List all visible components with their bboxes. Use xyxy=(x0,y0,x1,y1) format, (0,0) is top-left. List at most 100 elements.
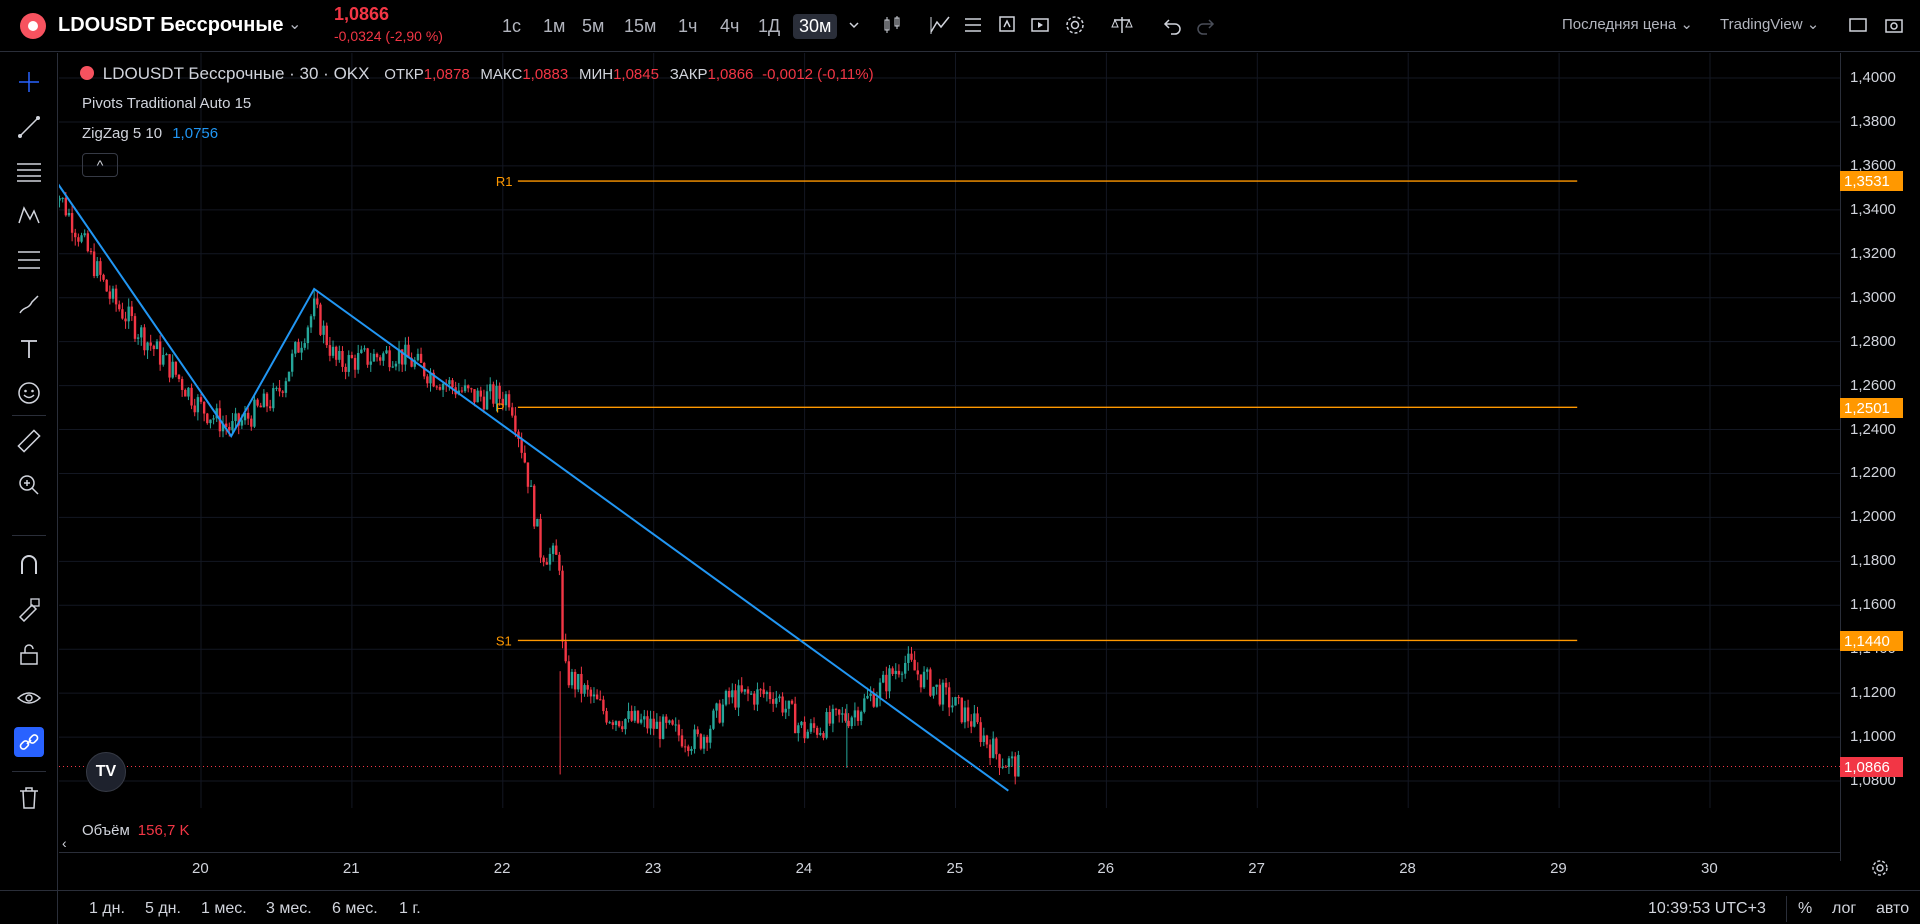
candle-body xyxy=(577,673,580,690)
candle-body xyxy=(819,733,822,735)
zoom-icon[interactable] xyxy=(14,470,44,500)
candle-body xyxy=(951,705,954,708)
magnet-icon[interactable] xyxy=(14,550,44,580)
range-1y[interactable]: 1 г. xyxy=(399,900,421,917)
range-3m[interactable]: 3 мес. xyxy=(266,900,312,917)
symbol-name[interactable]: LDOUSDT Бессрочные xyxy=(58,14,284,36)
candle-body xyxy=(998,754,1001,768)
brand-select[interactable]: TradingView ⌄ xyxy=(1720,15,1819,33)
redo-icon[interactable] xyxy=(1194,13,1218,37)
pivots-indicator-legend[interactable]: Pivots Traditional Auto 15 xyxy=(82,95,252,112)
candle-body xyxy=(492,384,495,404)
zigzag-indicator-legend[interactable]: ZigZag 5 10 1,0756 xyxy=(82,125,218,142)
templates-icon[interactable] xyxy=(961,13,985,37)
interval-1d[interactable]: 1Д xyxy=(758,16,781,36)
candle-body xyxy=(507,394,511,408)
indicators-icon[interactable] xyxy=(928,13,952,37)
lock-drawing-icon[interactable] xyxy=(14,594,44,624)
settings-icon[interactable] xyxy=(1063,13,1087,37)
candles-icon[interactable] xyxy=(880,13,904,37)
unlock-icon[interactable] xyxy=(14,639,44,669)
compare-icon[interactable] xyxy=(1110,13,1134,37)
candle-body xyxy=(847,720,850,727)
candle-body xyxy=(948,687,951,708)
range-6m[interactable]: 6 мес. xyxy=(332,900,378,917)
price-change: -0,0324 (-2,90 %) xyxy=(334,28,443,44)
candle-body xyxy=(250,418,253,427)
price-tick-label: 1,1600 xyxy=(1850,596,1896,614)
tradingview-logo-icon[interactable]: TV xyxy=(86,752,126,792)
candle-body xyxy=(555,545,558,555)
candle-body xyxy=(746,689,750,694)
percent-toggle[interactable]: % xyxy=(1798,900,1813,917)
legend-title[interactable]: LDOUSDT Бессрочные · 30 · OKX xyxy=(102,64,370,83)
candle-body xyxy=(718,703,721,723)
link-icon[interactable] xyxy=(14,727,44,757)
pattern-icon[interactable] xyxy=(14,201,44,231)
undo-icon[interactable] xyxy=(1160,13,1184,37)
candle-body xyxy=(614,721,618,725)
interval-15m[interactable]: 15м xyxy=(624,16,657,36)
trash-icon[interactable] xyxy=(14,783,44,813)
interval-1h[interactable]: 1ч xyxy=(678,16,698,36)
candle-body xyxy=(80,235,83,242)
candle-body xyxy=(533,485,536,527)
alert-icon[interactable] xyxy=(995,13,1019,37)
candle-body xyxy=(262,393,266,408)
low-label: МИН xyxy=(578,66,614,83)
range-5d[interactable]: 5 дн. xyxy=(145,900,181,917)
candle-body xyxy=(583,685,586,694)
range-1m[interactable]: 1 мес. xyxy=(201,900,247,917)
candle-body xyxy=(385,350,388,354)
candle-body xyxy=(272,388,275,409)
candle-body xyxy=(536,518,539,527)
candle-body xyxy=(190,387,193,406)
candle-body xyxy=(86,233,90,252)
text-icon[interactable] xyxy=(14,334,44,364)
candle-body xyxy=(350,355,354,358)
candle-body xyxy=(539,518,542,558)
candle-body xyxy=(121,309,124,319)
interval-4h[interactable]: 4ч xyxy=(720,16,740,36)
toolbar-collapse-chevron-icon[interactable]: ‹ xyxy=(62,835,67,851)
candle-body xyxy=(954,697,957,706)
clock-timezone[interactable]: 10:39:53 UTC+3 xyxy=(1648,900,1766,917)
axis-settings-icon[interactable] xyxy=(1870,858,1890,883)
interval-1m[interactable]: 1м xyxy=(543,16,566,36)
candle-body xyxy=(498,385,501,399)
price-scale[interactable] xyxy=(1840,53,1920,861)
price-chart[interactable]: R1 P S1 xyxy=(59,53,1840,808)
fib-icon[interactable] xyxy=(14,245,44,275)
replay-icon[interactable] xyxy=(1028,13,1052,37)
auto-toggle[interactable]: авто xyxy=(1876,900,1910,917)
candle-body xyxy=(822,733,825,738)
crosshair-icon[interactable] xyxy=(14,67,44,97)
candle-body xyxy=(529,485,533,487)
ruler-icon[interactable] xyxy=(14,426,44,456)
legend-collapse-button[interactable]: ^ xyxy=(82,153,118,177)
symbol-chevron-down-icon[interactable]: ⌄ xyxy=(288,16,302,33)
candle-body xyxy=(825,712,828,738)
log-toggle[interactable]: лог xyxy=(1832,900,1857,917)
time-axis[interactable] xyxy=(59,852,1840,886)
eye-icon[interactable] xyxy=(14,683,44,713)
interval-1s[interactable]: 1с xyxy=(502,16,522,36)
interval-5m[interactable]: 5м xyxy=(582,16,605,36)
candle-body xyxy=(476,390,479,403)
candle-body xyxy=(812,723,816,728)
volume-legend[interactable]: Объём 156,7 K xyxy=(82,822,190,839)
candle-body xyxy=(1004,766,1007,768)
trend-line-icon[interactable] xyxy=(14,112,44,142)
interval-chevron-down-icon[interactable] xyxy=(842,13,866,37)
snapshot-icon[interactable] xyxy=(1882,13,1906,37)
range-1d[interactable]: 1 дн. xyxy=(89,900,125,917)
interval-30m[interactable]: 30м xyxy=(793,14,838,39)
candle-body xyxy=(133,316,137,339)
candle-body xyxy=(162,354,165,365)
brush-icon[interactable] xyxy=(14,290,44,320)
price-type-select[interactable]: Последняя цена ⌄ xyxy=(1562,15,1693,33)
emoji-icon[interactable] xyxy=(14,378,44,408)
fullscreen-icon[interactable] xyxy=(1846,13,1870,37)
candle-body xyxy=(699,734,703,749)
horizontal-lines-icon[interactable] xyxy=(14,156,44,186)
